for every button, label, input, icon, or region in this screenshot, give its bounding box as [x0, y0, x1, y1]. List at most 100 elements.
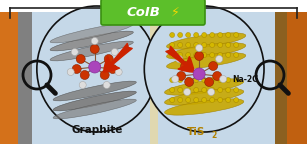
Circle shape [176, 56, 183, 63]
FancyBboxPatch shape [101, 0, 205, 25]
Ellipse shape [226, 87, 231, 93]
Text: Na-2G: Na-2G [232, 75, 258, 84]
Ellipse shape [226, 52, 231, 57]
Ellipse shape [165, 99, 244, 115]
Ellipse shape [166, 33, 246, 49]
Ellipse shape [178, 87, 183, 93]
Ellipse shape [144, 6, 264, 132]
Circle shape [216, 56, 223, 63]
Circle shape [172, 75, 179, 83]
Ellipse shape [234, 33, 239, 38]
Bar [0, 12, 22, 144]
Ellipse shape [194, 87, 199, 93]
Circle shape [90, 45, 99, 54]
Circle shape [184, 88, 191, 96]
Ellipse shape [226, 78, 231, 82]
Ellipse shape [186, 98, 191, 102]
Circle shape [115, 69, 122, 75]
Circle shape [196, 45, 203, 51]
Ellipse shape [218, 52, 223, 57]
Ellipse shape [202, 87, 207, 93]
Ellipse shape [186, 78, 191, 82]
FancyArrowPatch shape [166, 46, 194, 72]
Circle shape [79, 81, 86, 88]
Ellipse shape [210, 52, 215, 57]
Ellipse shape [166, 43, 246, 59]
Text: TiS: TiS [187, 127, 205, 137]
Ellipse shape [170, 52, 175, 57]
Ellipse shape [234, 42, 239, 48]
Ellipse shape [186, 52, 191, 57]
Ellipse shape [202, 98, 207, 102]
Ellipse shape [234, 78, 239, 82]
Ellipse shape [53, 81, 136, 101]
Circle shape [209, 61, 218, 70]
Circle shape [111, 48, 118, 56]
Ellipse shape [165, 89, 244, 105]
Ellipse shape [178, 98, 183, 102]
Ellipse shape [186, 33, 191, 38]
Circle shape [89, 61, 101, 73]
Ellipse shape [50, 23, 133, 43]
Ellipse shape [194, 42, 199, 48]
Ellipse shape [218, 87, 223, 93]
Circle shape [91, 38, 98, 45]
Circle shape [220, 75, 227, 83]
Bar [32, 12, 275, 144]
Bar [275, 12, 287, 144]
Circle shape [205, 78, 214, 87]
Circle shape [177, 72, 186, 81]
Text: Graphite: Graphite [71, 125, 122, 135]
Ellipse shape [53, 99, 136, 119]
Ellipse shape [178, 52, 183, 57]
Ellipse shape [218, 33, 223, 38]
Circle shape [181, 61, 190, 70]
Text: CoIB: CoIB [126, 6, 160, 18]
Circle shape [208, 88, 215, 96]
Circle shape [108, 64, 117, 74]
Ellipse shape [234, 87, 239, 93]
Circle shape [72, 64, 81, 74]
Ellipse shape [170, 33, 175, 38]
Ellipse shape [234, 52, 239, 57]
Ellipse shape [170, 87, 175, 93]
Ellipse shape [226, 42, 231, 48]
Ellipse shape [170, 42, 175, 48]
Ellipse shape [194, 52, 199, 57]
Circle shape [213, 72, 222, 81]
Ellipse shape [165, 79, 244, 95]
Circle shape [76, 54, 85, 63]
Circle shape [195, 51, 204, 60]
Ellipse shape [50, 31, 133, 51]
FancyArrowPatch shape [104, 44, 132, 72]
Ellipse shape [202, 78, 207, 82]
Bar [150, 12, 158, 144]
Circle shape [193, 68, 205, 80]
Circle shape [185, 78, 194, 87]
Ellipse shape [170, 98, 175, 102]
Ellipse shape [166, 53, 246, 69]
Ellipse shape [226, 33, 231, 38]
Ellipse shape [210, 87, 215, 93]
Bar [18, 12, 32, 144]
Ellipse shape [210, 42, 215, 48]
Ellipse shape [50, 41, 133, 61]
Ellipse shape [178, 33, 183, 38]
Ellipse shape [186, 87, 191, 93]
Ellipse shape [226, 98, 231, 102]
Ellipse shape [202, 52, 207, 57]
Circle shape [100, 70, 109, 80]
Circle shape [71, 48, 78, 56]
Ellipse shape [210, 78, 215, 82]
Ellipse shape [218, 42, 223, 48]
Ellipse shape [210, 98, 215, 102]
Text: ⚡: ⚡ [171, 6, 179, 18]
Circle shape [103, 81, 110, 88]
Ellipse shape [202, 42, 207, 48]
Circle shape [67, 69, 74, 75]
Ellipse shape [210, 33, 215, 38]
Ellipse shape [218, 98, 223, 102]
Ellipse shape [194, 33, 199, 38]
Ellipse shape [218, 78, 223, 82]
Text: 2: 2 [212, 132, 217, 141]
